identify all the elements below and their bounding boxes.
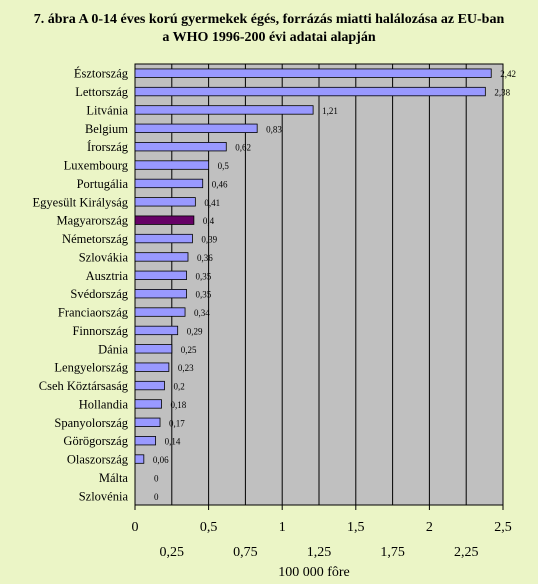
value-label: 0,39	[201, 235, 217, 245]
value-label: 0,36	[197, 253, 213, 263]
bar-13	[134, 307, 186, 317]
category-label: Luxembourg	[64, 159, 129, 173]
x-axis-label: 100 000 fôre	[278, 565, 350, 580]
bar-17	[134, 380, 165, 391]
value-label: 0	[154, 492, 159, 502]
category-label: Ausztria	[86, 269, 129, 283]
category-label: Magyarország	[57, 214, 129, 228]
major-tick-label: 0,5	[200, 520, 218, 535]
value-label: 0,14	[165, 437, 181, 447]
category-label: Portugália	[77, 177, 129, 191]
value-label: 0,62	[235, 143, 251, 153]
bar-9	[134, 233, 193, 244]
bar-12	[134, 289, 187, 299]
category-label: Málta	[99, 471, 129, 485]
category-label: Görögország	[63, 434, 128, 448]
bar-2	[134, 105, 314, 115]
major-tick-label: 2	[426, 520, 433, 535]
value-label: 0,34	[194, 308, 210, 318]
category-label: Franciaország	[58, 306, 129, 320]
chart-title-line-1: 7. ábra A 0-14 éves korú gyermekek égés,…	[33, 12, 505, 27]
value-label: 0,23	[178, 363, 194, 373]
value-label: 0,35	[196, 290, 212, 300]
value-label: 0,41	[204, 198, 220, 208]
category-label: Lengyelország	[54, 361, 128, 375]
value-label: 0,17	[169, 418, 185, 428]
bar-0	[134, 68, 492, 78]
category-label: Észtország	[74, 67, 129, 81]
category-label: Szlovákia	[79, 250, 129, 264]
value-label: 0,18	[170, 400, 186, 410]
category-label: Írország	[87, 140, 129, 154]
value-label: 0,5	[218, 161, 230, 171]
category-label: Finnország	[72, 324, 128, 338]
bar-3	[134, 123, 258, 133]
category-label: Belgium	[85, 122, 128, 136]
category-label: Egyesült Királyság	[33, 195, 129, 209]
value-label: 0,29	[187, 326, 203, 336]
bar-21	[134, 454, 145, 464]
bar-19	[134, 417, 161, 427]
bar-14	[134, 325, 179, 336]
bar-20	[134, 436, 157, 446]
value-label: 0	[154, 473, 159, 483]
minor-tick-label: 1,25	[307, 545, 332, 560]
bar-11	[134, 270, 187, 280]
value-label: 2,38	[494, 88, 510, 98]
category-label: Litvánia	[86, 103, 128, 117]
bar-16	[134, 362, 170, 372]
value-label: 2,42	[500, 69, 516, 79]
bar-4	[134, 142, 227, 152]
minor-tick-label: 2,25	[454, 545, 479, 560]
value-label: 0,46	[212, 179, 228, 189]
bar-8	[134, 215, 195, 225]
category-label: Németország	[62, 232, 129, 246]
bar-6	[134, 178, 204, 189]
minor-tick-label: 1,75	[380, 545, 405, 560]
category-label: Olaszország	[67, 453, 129, 467]
chart-title-line-2: a WHO 1996-200 évi adatai alapján	[162, 30, 376, 45]
value-label: 0,35	[196, 271, 212, 281]
bar-10	[134, 252, 189, 262]
category-label: Cseh Köztársaság	[39, 379, 129, 393]
category-label: Spanyolország	[54, 416, 128, 430]
bar-5	[134, 160, 209, 170]
category-label: Dánia	[98, 342, 128, 356]
category-label: Svédország	[70, 287, 128, 301]
value-label: 0,06	[153, 455, 169, 465]
value-label: 0,4	[203, 216, 215, 226]
category-label: Lettország	[75, 85, 129, 99]
category-label: Szlovénia	[79, 489, 129, 503]
bar-1	[134, 86, 486, 97]
value-label: 1,21	[322, 106, 338, 116]
bar-15	[134, 344, 173, 354]
major-tick-label: 2,5	[494, 520, 512, 535]
minor-tick-label: 0,75	[233, 545, 258, 560]
value-label: 0,25	[181, 345, 197, 355]
minor-tick-label: 0,25	[160, 545, 185, 560]
bar-18	[134, 399, 162, 409]
value-label: 0,2	[173, 382, 184, 392]
major-tick-label: 1	[279, 520, 286, 535]
major-tick-label: 1,5	[347, 520, 365, 535]
major-tick-label: 0	[132, 520, 139, 535]
value-label: 0,83	[266, 124, 282, 134]
category-label: Hollandia	[79, 397, 129, 411]
bar-7	[134, 197, 196, 207]
